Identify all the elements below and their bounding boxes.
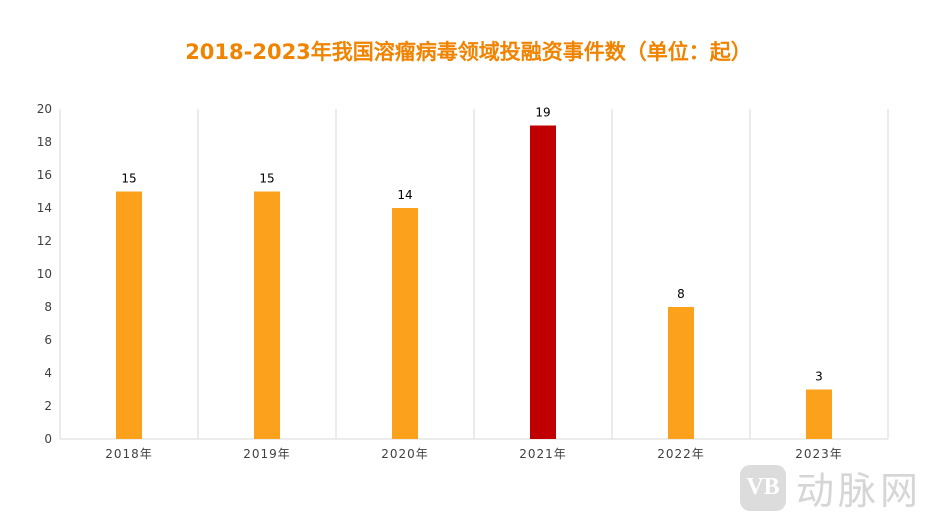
- y-tick-label: 18: [37, 135, 52, 149]
- y-tick-label: 20: [37, 102, 52, 116]
- y-tick-label: 8: [44, 300, 52, 314]
- data-label: 15: [259, 172, 274, 186]
- y-tick-label: 0: [44, 432, 52, 446]
- y-tick-label: 6: [44, 333, 52, 347]
- data-label: 8: [677, 287, 685, 301]
- bar: [116, 191, 142, 439]
- y-tick-label: 12: [37, 234, 52, 248]
- x-tick-label: 2018年: [105, 447, 153, 461]
- y-tick-label: 14: [37, 201, 52, 215]
- x-tick-label: 2022年: [657, 447, 705, 461]
- y-tick-label: 16: [37, 168, 52, 182]
- bar: [806, 389, 832, 439]
- bar: [392, 208, 418, 439]
- bar: [254, 191, 280, 439]
- watermark: VB 动脉网: [740, 460, 922, 515]
- watermark-logo: VB: [740, 464, 786, 511]
- y-tick-label: 2: [44, 399, 52, 413]
- x-tick-label: 2021年: [519, 447, 567, 461]
- x-tick-label: 2019年: [243, 447, 291, 461]
- y-tick-label: 10: [37, 267, 52, 281]
- data-label: 3: [815, 370, 823, 384]
- bar: [668, 307, 694, 439]
- bar: [530, 125, 556, 439]
- x-tick-label: 2023年: [795, 447, 843, 461]
- data-label: 14: [397, 188, 412, 202]
- data-label: 19: [535, 106, 550, 120]
- watermark-text: 动脉网: [796, 469, 923, 513]
- y-tick-label: 4: [44, 366, 52, 380]
- data-label: 15: [121, 172, 136, 186]
- x-tick-label: 2020年: [381, 447, 429, 461]
- chart-title: 2018-2023年我国溶瘤病毒领域投融资事件数（单位：起）: [185, 40, 752, 64]
